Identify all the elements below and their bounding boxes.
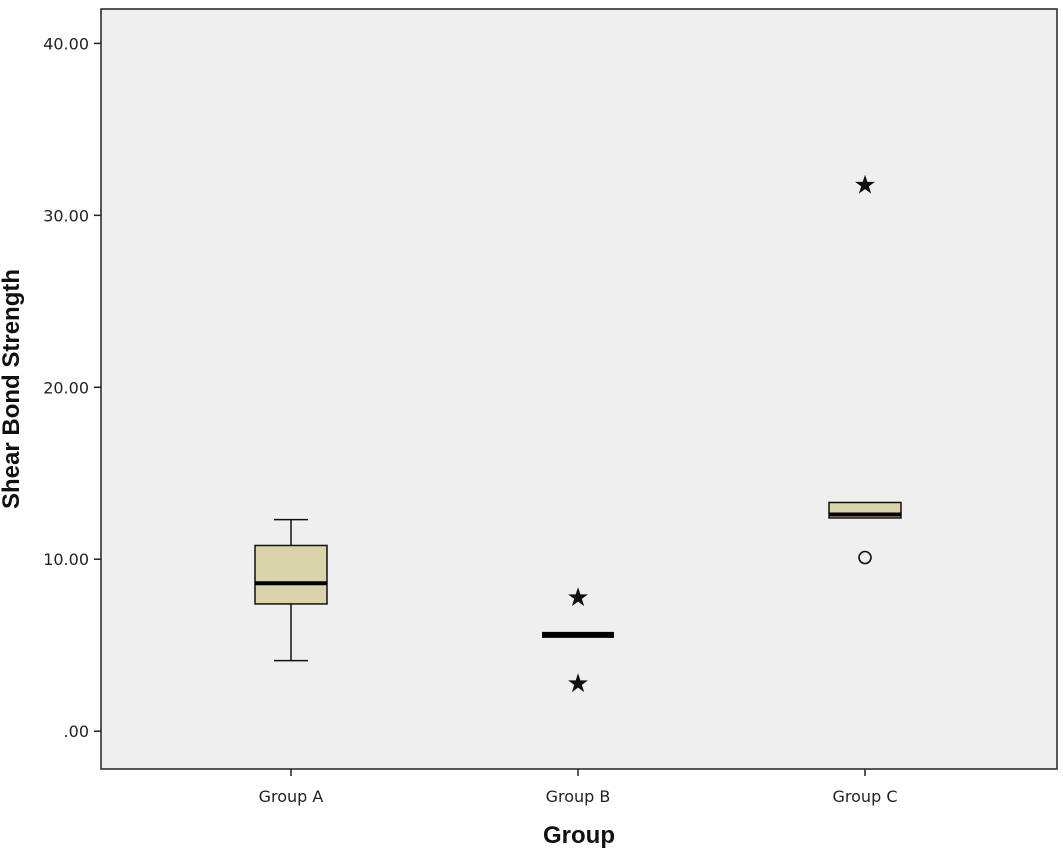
y-tick-label: .00 (64, 722, 89, 741)
extreme-marker: ★ (853, 170, 876, 200)
outlier-marker (858, 550, 872, 565)
plot-area (100, 8, 1058, 770)
y-tick-label: 10.00 (43, 550, 89, 569)
x-tick-label: Group C (833, 787, 898, 806)
extreme-marker: ★ (566, 583, 589, 613)
y-axis: .00 10.00 20.00 30.00 40.00 (43, 34, 101, 741)
x-tick-label: Group A (259, 787, 324, 806)
box-group: ★ (828, 170, 902, 565)
x-axis: Group A Group B Group C (259, 769, 898, 806)
x-axis-title: Group (543, 822, 615, 849)
box-group (254, 518, 328, 662)
y-tick-label: 30.00 (43, 206, 89, 225)
extreme-marker: ★ (566, 669, 589, 699)
y-tick-label: 20.00 (43, 378, 89, 397)
box-iqr (254, 544, 328, 605)
x-tick-label: Group B (546, 787, 611, 806)
box-group: ★★ (542, 583, 614, 699)
y-axis-title: Shear Bond Strength (0, 269, 25, 509)
y-tick-label: 40.00 (43, 34, 89, 53)
boxes: ★★★ (254, 170, 902, 699)
